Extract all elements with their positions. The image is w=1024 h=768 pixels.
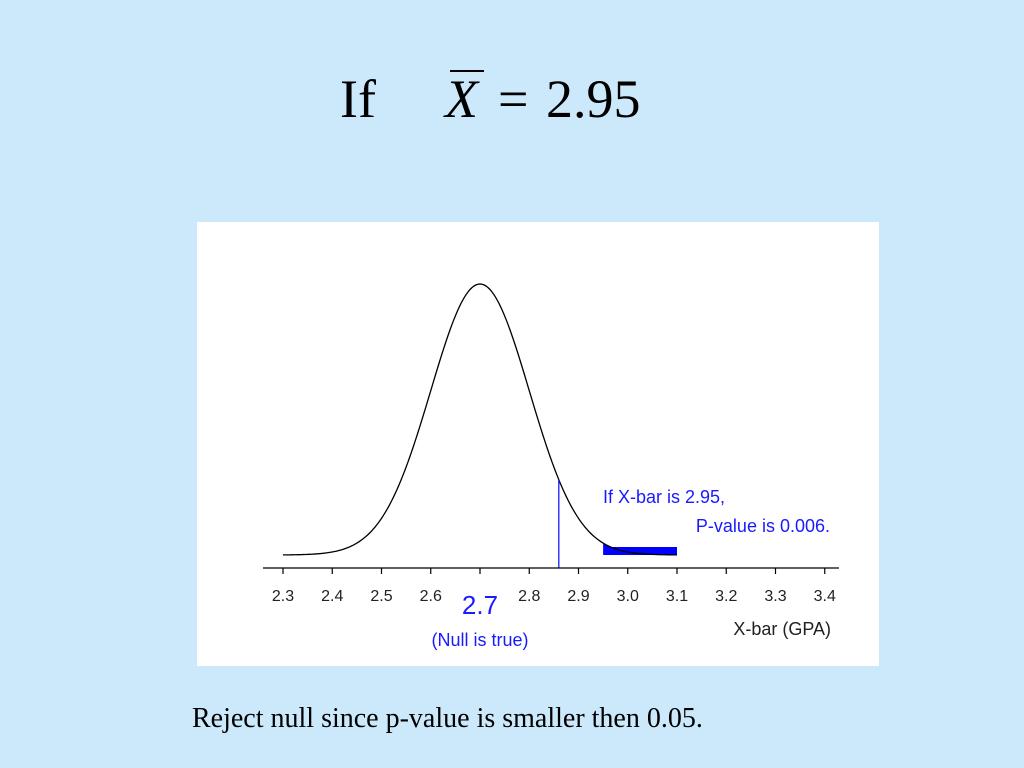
x-axis-ticks [282,568,826,574]
null-mean-label: 2.7 [462,590,498,620]
x-tick-label: 3.3 [764,588,786,605]
x-tick-label: 3.4 [814,588,836,605]
heading-value: 2.95 [546,69,641,129]
null-is-true-label: (Null is true) [431,630,528,650]
x-tick-label: 2.9 [567,588,589,605]
x-tick-label: 2.5 [370,588,392,605]
x-tick-label: 3.1 [666,588,688,605]
heading-equals-sign: = [498,69,529,129]
x-axis-tick-labels: 2.3 2.4 2.5 2.6 2.8 2.9 3.0 3.1 3.2 3.3 3.4 [272,588,836,605]
x-axis-title: X-bar (GPA) [733,619,831,639]
x-tick-label: 3.2 [715,588,737,605]
x-tick-label: 2.6 [420,588,442,605]
normal-distribution-chart: 2.3 2.4 2.5 2.6 2.8 2.9 3.0 3.1 3.2 3.3 3.4 2.7 (N… [263,283,839,650]
slide-caption: Reject null since p-value is smaller the… [192,703,703,734]
p-value-shaded-region [603,543,677,555]
x-tick-label: 3.0 [617,588,639,605]
x-tick-label: 2.3 [272,588,294,605]
heading-overbar [450,70,484,72]
x-tick-label: 2.4 [321,588,343,605]
heading-x-bar-variable: X [445,69,478,129]
x-tick-label: 2.8 [518,588,540,605]
annotation-line-1: If X-bar is 2.95, [603,487,725,507]
annotation-line-2: P-value is 0.006. [696,516,830,536]
heading-if-word: If [340,69,376,129]
density-curve [282,283,678,556]
chart-panel: 2.3 2.4 2.5 2.6 2.8 2.9 3.0 3.1 3.2 3.3 3.4 2.7 (N… [197,222,879,666]
